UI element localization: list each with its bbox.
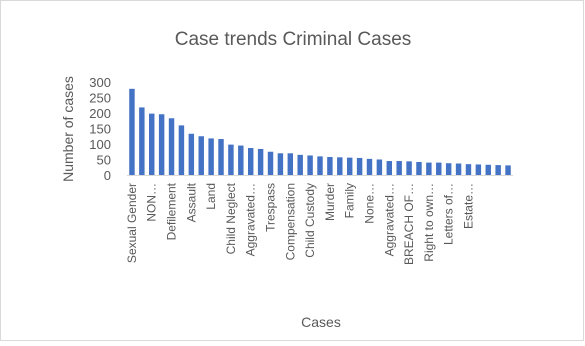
bar bbox=[317, 156, 323, 175]
y-tick-label: 250 bbox=[89, 91, 111, 106]
bar bbox=[139, 107, 145, 175]
x-tick-label: Sexual Gender bbox=[125, 183, 139, 263]
x-tick-label: Aggravated… bbox=[382, 183, 396, 256]
bar bbox=[198, 136, 204, 175]
bar bbox=[337, 157, 343, 175]
x-tick-label: None… bbox=[363, 183, 377, 224]
bar bbox=[356, 157, 363, 175]
x-axis-label: Cases bbox=[301, 314, 341, 330]
bar bbox=[277, 153, 284, 175]
y-tick-label: 200 bbox=[89, 106, 111, 121]
bar bbox=[445, 163, 452, 175]
bar-chart: Case trends Criminal Cases Number of cas… bbox=[60, 29, 513, 330]
bar bbox=[238, 145, 244, 175]
y-axis-label: Number of cases bbox=[60, 76, 76, 182]
x-tick-label: Land bbox=[204, 183, 218, 210]
bar bbox=[267, 151, 274, 175]
bar bbox=[208, 138, 214, 175]
x-tick-label: NON… bbox=[145, 183, 159, 222]
chart-title: Case trends Criminal Cases bbox=[175, 29, 412, 50]
bar bbox=[327, 157, 333, 175]
bar bbox=[257, 148, 264, 175]
bar bbox=[297, 154, 303, 175]
bar bbox=[416, 161, 422, 175]
y-tick-label: 0 bbox=[104, 168, 111, 183]
bar bbox=[386, 161, 392, 175]
bar bbox=[495, 165, 501, 175]
y-tick-label: 300 bbox=[89, 75, 111, 90]
x-tick-label: Compensation bbox=[283, 183, 297, 260]
y-tick-label: 50 bbox=[97, 153, 111, 168]
bar bbox=[465, 164, 472, 175]
bar bbox=[149, 113, 155, 175]
bar bbox=[188, 133, 195, 175]
x-tick-label: Family bbox=[343, 183, 357, 218]
bar bbox=[168, 118, 175, 175]
x-tick-label: Murder bbox=[323, 183, 337, 221]
x-tick-label: Aggravated… bbox=[244, 183, 258, 256]
bar bbox=[158, 114, 165, 175]
bar bbox=[436, 162, 442, 175]
bars bbox=[129, 88, 511, 175]
bar bbox=[426, 162, 432, 175]
y-tick-label: 150 bbox=[89, 122, 111, 137]
bar bbox=[129, 88, 135, 175]
x-tick-label: Trespass bbox=[264, 183, 278, 232]
bar bbox=[346, 157, 353, 175]
y-tick-label: 100 bbox=[89, 137, 111, 152]
x-tick-label: Child Neglect bbox=[224, 182, 238, 254]
x-axis-ticks: Sexual Gender NON… Defilement Assault Land Ch… bbox=[125, 182, 476, 265]
bar bbox=[406, 161, 412, 175]
bar bbox=[366, 158, 373, 175]
bar bbox=[376, 159, 383, 175]
x-tick-label: Right to own… bbox=[422, 183, 436, 262]
x-tick-label: Letters of… bbox=[442, 183, 456, 245]
bar bbox=[287, 153, 294, 175]
bar bbox=[307, 155, 313, 175]
bar bbox=[455, 163, 462, 175]
bar bbox=[228, 144, 234, 175]
bar bbox=[218, 139, 224, 175]
bar bbox=[248, 148, 254, 175]
bar bbox=[485, 164, 491, 175]
x-tick-label: Defilement bbox=[165, 182, 179, 240]
bar bbox=[178, 125, 185, 175]
x-tick-label: Child Custody bbox=[303, 183, 317, 258]
x-tick-label: Assault bbox=[184, 182, 198, 222]
bar bbox=[505, 165, 511, 175]
x-tick-label: BREACH OF… bbox=[402, 183, 416, 265]
x-tick-label: Estate… bbox=[462, 183, 476, 229]
bar bbox=[475, 164, 482, 175]
bar bbox=[396, 161, 402, 175]
